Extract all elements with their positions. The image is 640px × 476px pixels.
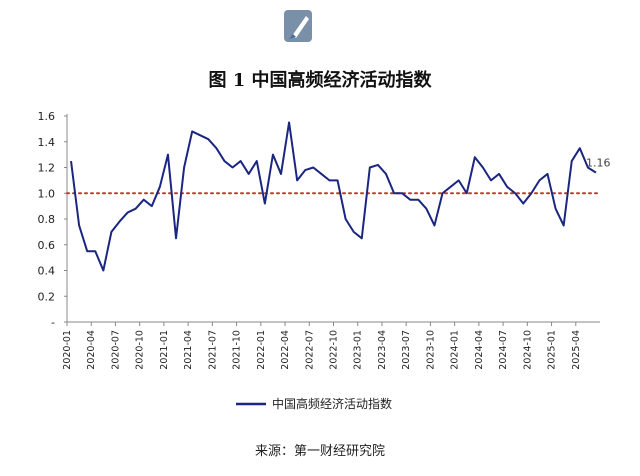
series-line: [70, 121, 597, 272]
x-tick-label: 2022-07: [304, 330, 315, 370]
y-tick-label: -: [51, 316, 55, 329]
y-tick-label: 1.2: [38, 162, 56, 175]
x-tick-label: 2024-10: [522, 330, 533, 370]
chart-title: 图 1 中国高频经济活动指数: [208, 70, 432, 91]
x-tick-label: 2024-07: [498, 330, 509, 370]
x-tick-label: 2020-04: [86, 330, 97, 370]
x-tick-label: 2021-04: [183, 330, 194, 370]
y-tick-label: 0.4: [38, 265, 56, 278]
brand-logo: [282, 6, 372, 46]
x-tick-label: 2021-07: [207, 330, 218, 370]
x-tick-label: 2023-04: [377, 330, 388, 370]
x-tick-label: 2024-01: [450, 330, 461, 370]
x-tick-label: 2023-01: [353, 330, 364, 370]
x-tick-label: 2020-07: [110, 330, 121, 370]
x-tick-label: 2025-01: [547, 330, 558, 370]
x-tick-label: 2020-10: [135, 330, 146, 370]
source-note: 来源：第一财经研究院: [254, 444, 385, 459]
y-tick-label: 0.6: [38, 239, 56, 252]
y-tick-label: 1.4: [38, 136, 56, 149]
legend-label: 中国高频经济活动指数: [272, 396, 392, 411]
y-tick-label: 0.2: [38, 290, 56, 303]
y-tick-label: 1.0: [38, 187, 56, 200]
x-tick-label: 2024-04: [474, 330, 485, 370]
y-tick-label: 0.8: [38, 213, 56, 226]
last-value-label: 1.16: [586, 157, 611, 170]
x-tick-label: 2021-10: [232, 330, 243, 370]
x-tick-label: 2022-10: [329, 330, 340, 370]
x-tick-label: 2022-01: [256, 330, 267, 370]
y-tick-label: 1.6: [38, 110, 56, 123]
x-tick-label: 2022-04: [280, 330, 291, 370]
x-tick-label: 2025-04: [571, 330, 582, 370]
x-tick-label: 2023-10: [425, 330, 436, 370]
x-tick-label: 2021-01: [159, 330, 170, 370]
x-tick-label: 2020-01: [62, 330, 73, 370]
x-tick-label: 2023-07: [401, 330, 412, 370]
